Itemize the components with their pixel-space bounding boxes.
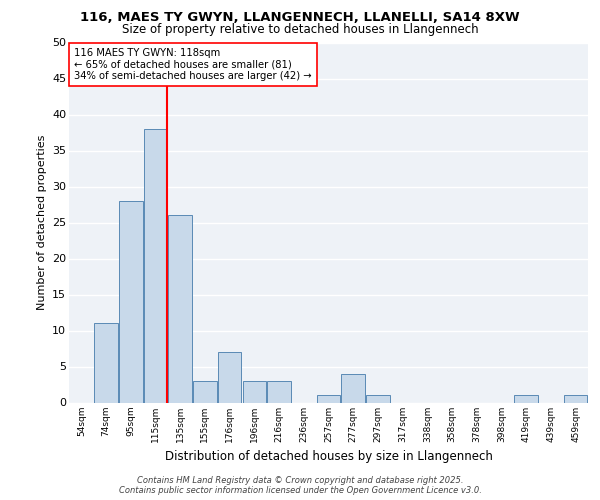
Text: Size of property relative to detached houses in Llangennech: Size of property relative to detached ho… <box>122 22 478 36</box>
Text: Contains HM Land Registry data © Crown copyright and database right 2025.
Contai: Contains HM Land Registry data © Crown c… <box>119 476 481 495</box>
Bar <box>94 324 118 402</box>
Bar <box>119 201 143 402</box>
Bar <box>169 216 192 402</box>
Bar <box>218 352 241 403</box>
Y-axis label: Number of detached properties: Number of detached properties <box>37 135 47 310</box>
Bar <box>268 381 291 402</box>
Text: 116, MAES TY GWYN, LLANGENNECH, LLANELLI, SA14 8XW: 116, MAES TY GWYN, LLANGENNECH, LLANELLI… <box>80 11 520 24</box>
Text: 116 MAES TY GWYN: 118sqm
← 65% of detached houses are smaller (81)
34% of semi-d: 116 MAES TY GWYN: 118sqm ← 65% of detach… <box>74 48 312 81</box>
Bar <box>341 374 365 402</box>
Bar <box>514 396 538 402</box>
Bar <box>144 129 167 402</box>
Bar <box>317 396 340 402</box>
Bar <box>564 396 587 402</box>
X-axis label: Distribution of detached houses by size in Llangennech: Distribution of detached houses by size … <box>164 450 493 463</box>
Bar <box>193 381 217 402</box>
Bar <box>366 396 389 402</box>
Bar <box>242 381 266 402</box>
